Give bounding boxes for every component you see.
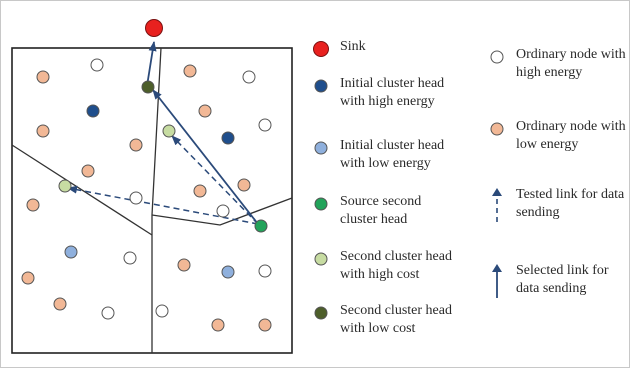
ordinary-high-legend-icon xyxy=(488,48,506,66)
selected-link-arrow xyxy=(152,89,259,225)
second-ch-high-cost-legend-icon xyxy=(312,250,330,268)
ordinary-low-energy-node xyxy=(198,104,212,118)
ordinary-high-energy-node xyxy=(90,58,104,72)
source-second-ch-node xyxy=(254,219,268,233)
ordinary-low-energy-node xyxy=(26,198,40,212)
solid-arrow-icon xyxy=(488,264,506,300)
ordinary-low-energy-node xyxy=(81,164,95,178)
legend-sink: Sink xyxy=(312,38,366,58)
ordinary-low-energy-node xyxy=(36,70,50,84)
legend-selected-link: Selected link for data sending xyxy=(488,262,609,300)
ordinary-low-energy-node xyxy=(36,124,50,138)
ordinary-low-energy-node xyxy=(193,184,207,198)
legend-ordinary-low: Ordinary node with low energy xyxy=(488,118,626,154)
sink-node xyxy=(145,19,163,37)
links xyxy=(67,41,259,225)
ordinary-low-energy-node xyxy=(21,271,35,285)
ordinary-high-energy-node xyxy=(242,70,256,84)
ordinary-high-energy-node xyxy=(123,251,137,265)
ordinary-low-energy-node xyxy=(129,138,143,152)
source-second-ch-legend-icon xyxy=(312,195,330,213)
legend-source-second-ch: Source second cluster head xyxy=(312,193,421,229)
second-ch-high-cost-node xyxy=(58,179,72,193)
nodes xyxy=(21,19,272,332)
sink-legend-icon xyxy=(312,40,330,58)
ordinary-high-energy-node xyxy=(258,264,272,278)
initial-ch-low-energy-node xyxy=(64,245,78,259)
ordinary-low-energy-node xyxy=(53,297,67,311)
ordinary-low-legend-icon xyxy=(488,120,506,138)
ordinary-low-energy-node xyxy=(183,64,197,78)
cluster-boundary-left xyxy=(11,144,153,236)
ordinary-high-energy-node xyxy=(155,304,169,318)
tested-link-arrow xyxy=(171,135,259,225)
initial-ch-high-legend-icon xyxy=(312,77,330,95)
initial-ch-low-energy-node xyxy=(221,265,235,279)
ordinary-high-energy-node xyxy=(216,204,230,218)
initial-ch-low-legend-icon xyxy=(312,139,330,157)
legend-ordinary-high: Ordinary node with high energy xyxy=(488,46,626,82)
initial-ch-high-energy-node xyxy=(86,104,100,118)
second-ch-low-cost-legend-icon xyxy=(312,304,330,322)
legend-initial-ch-low: Initial cluster head with low energy xyxy=(312,137,444,173)
ordinary-low-energy-node xyxy=(177,258,191,272)
cluster-boundary-right xyxy=(151,197,293,226)
legend-initial-ch-high: Initial cluster head with high energy xyxy=(312,75,444,111)
second-ch-low-cost-node xyxy=(141,80,155,94)
ordinary-low-energy-node xyxy=(258,318,272,332)
legend-second-ch-low-cost: Second cluster head with low cost xyxy=(312,302,452,338)
cluster-boundaries xyxy=(11,47,293,353)
ordinary-high-energy-node xyxy=(129,191,143,205)
initial-ch-high-energy-node xyxy=(221,131,235,145)
selected-link-arrow xyxy=(146,41,157,87)
ordinary-high-energy-node xyxy=(258,118,272,132)
ordinary-low-energy-node xyxy=(237,178,251,192)
ordinary-low-energy-node xyxy=(211,318,225,332)
legend-tested-link: Tested link for data sending xyxy=(488,186,624,224)
ordinary-high-energy-node xyxy=(101,306,115,320)
tested-link-arrow xyxy=(67,185,259,225)
legend-second-ch-high-cost: Second cluster head with high cost xyxy=(312,248,452,284)
second-ch-high-cost-node xyxy=(162,124,176,138)
dashed-arrow-icon xyxy=(488,188,506,224)
